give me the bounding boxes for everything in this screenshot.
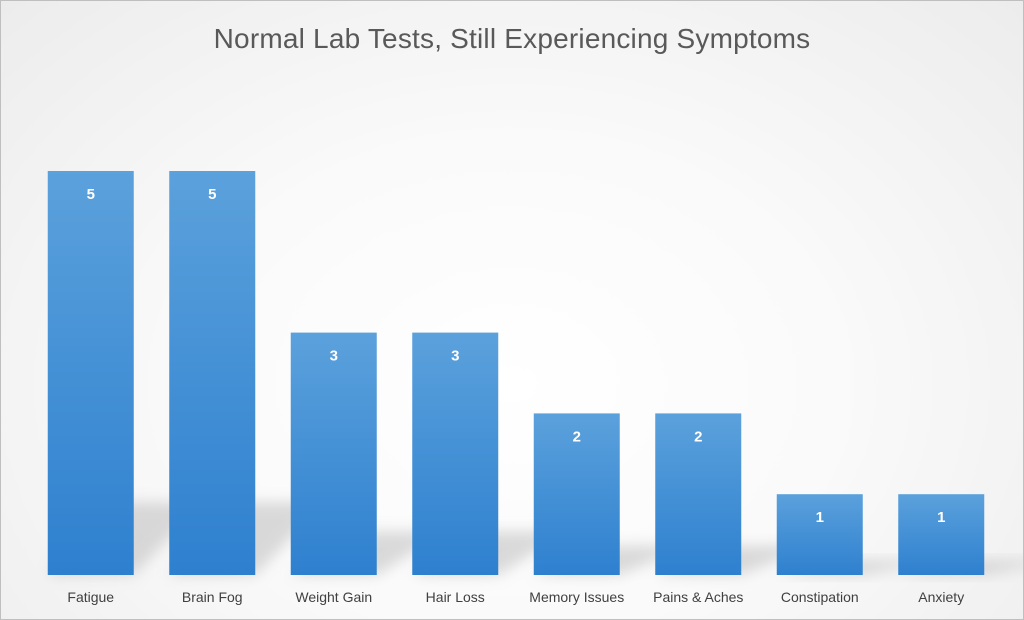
category-label: Brain Fog	[182, 589, 243, 605]
data-label: 3	[451, 348, 459, 365]
data-labels: 5 5 3 3 2 2 1 1	[87, 186, 946, 526]
bar-hair-loss	[412, 332, 499, 575]
chart-title: Normal Lab Tests, Still Experiencing Sym…	[213, 23, 811, 54]
category-label: Weight Gain	[295, 589, 372, 605]
bar-brain-fog	[169, 171, 256, 575]
data-label: 3	[330, 348, 338, 365]
bar-weight-gain	[290, 332, 377, 575]
category-label: Memory Issues	[529, 589, 624, 605]
data-label: 1	[937, 509, 945, 526]
data-label: 5	[87, 186, 95, 203]
data-label: 1	[816, 509, 824, 526]
bar-pains-aches	[655, 413, 742, 575]
category-labels: Fatigue Brain Fog Weight Gain Hair Loss Memo…	[67, 589, 964, 605]
bar-anxiety	[898, 494, 985, 575]
category-label: Fatigue	[67, 589, 114, 605]
data-label: 2	[573, 428, 581, 445]
bar-constipation	[776, 494, 863, 575]
category-label: Constipation	[781, 589, 859, 605]
data-label: 5	[208, 186, 216, 203]
bars	[47, 171, 985, 575]
category-label: Hair Loss	[426, 589, 485, 605]
bar-fatigue	[47, 171, 134, 575]
category-label: Pains & Aches	[653, 589, 743, 605]
category-label: Anxiety	[918, 589, 964, 605]
data-label: 2	[694, 428, 702, 445]
bar-memory-issues	[533, 413, 620, 575]
